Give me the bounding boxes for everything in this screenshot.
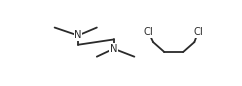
Text: N: N — [110, 44, 117, 54]
Text: N: N — [74, 30, 82, 41]
Text: Cl: Cl — [144, 27, 153, 37]
Text: Cl: Cl — [193, 27, 203, 37]
